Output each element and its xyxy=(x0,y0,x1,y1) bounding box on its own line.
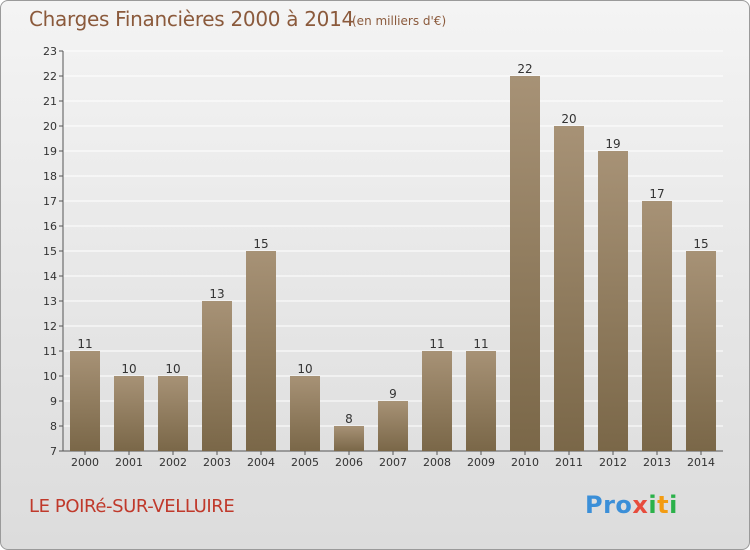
bar-value-label: 10 xyxy=(121,362,136,376)
logo-part-2: x xyxy=(632,491,649,519)
chart-subtitle: (en milliers d'€) xyxy=(352,14,447,28)
bar xyxy=(334,426,364,451)
bar-value-label: 22 xyxy=(517,62,532,76)
x-tick-label: 2012 xyxy=(599,456,627,469)
bar-value-label: 19 xyxy=(605,137,620,151)
bar xyxy=(598,151,628,451)
y-tick-label: 8 xyxy=(50,420,57,433)
logo-part-3: i xyxy=(648,491,658,519)
x-tick-label: 2003 xyxy=(203,456,231,469)
logo-part-1: Pro xyxy=(585,491,633,519)
y-tick-label: 20 xyxy=(43,120,57,133)
bar-value-label: 8 xyxy=(345,412,353,426)
x-tick-label: 2004 xyxy=(247,456,275,469)
bar-value-label: 10 xyxy=(165,362,180,376)
bar xyxy=(466,351,496,451)
y-tick-label: 7 xyxy=(50,445,57,458)
y-tick-label: 17 xyxy=(43,195,57,208)
y-tick-label: 9 xyxy=(50,395,57,408)
x-tick-label: 2006 xyxy=(335,456,363,469)
bar xyxy=(554,126,584,451)
bar-value-label: 13 xyxy=(209,287,224,301)
proxiti-logo[interactable]: Proxiti xyxy=(585,491,678,519)
logo-part-4: t xyxy=(657,491,670,519)
commune-name: LE POIRé-SUR-VELLUIRE xyxy=(29,496,235,517)
x-tick-label: 2014 xyxy=(687,456,715,469)
bar xyxy=(686,251,716,451)
x-tick-label: 2000 xyxy=(71,456,99,469)
bar-value-label: 11 xyxy=(429,337,444,351)
bar xyxy=(158,376,188,451)
x-tick-label: 2007 xyxy=(379,456,407,469)
bar-value-label: 20 xyxy=(561,112,576,126)
bars xyxy=(70,76,716,451)
bar-value-label: 10 xyxy=(297,362,312,376)
bar xyxy=(114,376,144,451)
y-tick-label: 15 xyxy=(43,245,57,258)
bar-value-label: 11 xyxy=(77,337,92,351)
bar-value-label: 9 xyxy=(389,387,397,401)
bar xyxy=(510,76,540,451)
y-tick-label: 14 xyxy=(43,270,57,283)
y-tick-label: 16 xyxy=(43,220,57,233)
y-tick-label: 13 xyxy=(43,295,57,308)
x-tick-label: 2001 xyxy=(115,456,143,469)
y-tick-label: 11 xyxy=(43,345,57,358)
y-tick-label: 21 xyxy=(43,95,57,108)
y-tick-label: 10 xyxy=(43,370,57,383)
bar xyxy=(70,351,100,451)
x-tick-label: 2008 xyxy=(423,456,451,469)
y-tick-label: 23 xyxy=(43,45,57,58)
y-tick-label: 12 xyxy=(43,320,57,333)
bar-value-label: 15 xyxy=(693,237,708,251)
y-tick-label: 18 xyxy=(43,170,57,183)
x-tick-label: 2009 xyxy=(467,456,495,469)
bar-value-label: 11 xyxy=(473,337,488,351)
x-tick-label: 2011 xyxy=(555,456,583,469)
x-tick-label: 2013 xyxy=(643,456,671,469)
chart-title: Charges Financières 2000 à 2014 xyxy=(29,7,354,31)
x-tick-label: 2005 xyxy=(291,456,319,469)
bar-value-label: 15 xyxy=(253,237,268,251)
bar xyxy=(246,251,276,451)
data-labels: 11 10 10 13 15 10 8 9 11 11 22 20 19 17 15 xyxy=(77,62,708,426)
y-tick-label: 19 xyxy=(43,145,57,158)
y-tick-label: 22 xyxy=(43,70,57,83)
x-tick-label: 2002 xyxy=(159,456,187,469)
x-tick-label: 2010 xyxy=(511,456,539,469)
bar xyxy=(422,351,452,451)
logo-part-5: i xyxy=(669,491,678,519)
bar xyxy=(290,376,320,451)
bar-value-label: 17 xyxy=(649,187,664,201)
bar xyxy=(642,201,672,451)
bar xyxy=(202,301,232,451)
bar xyxy=(378,401,408,451)
